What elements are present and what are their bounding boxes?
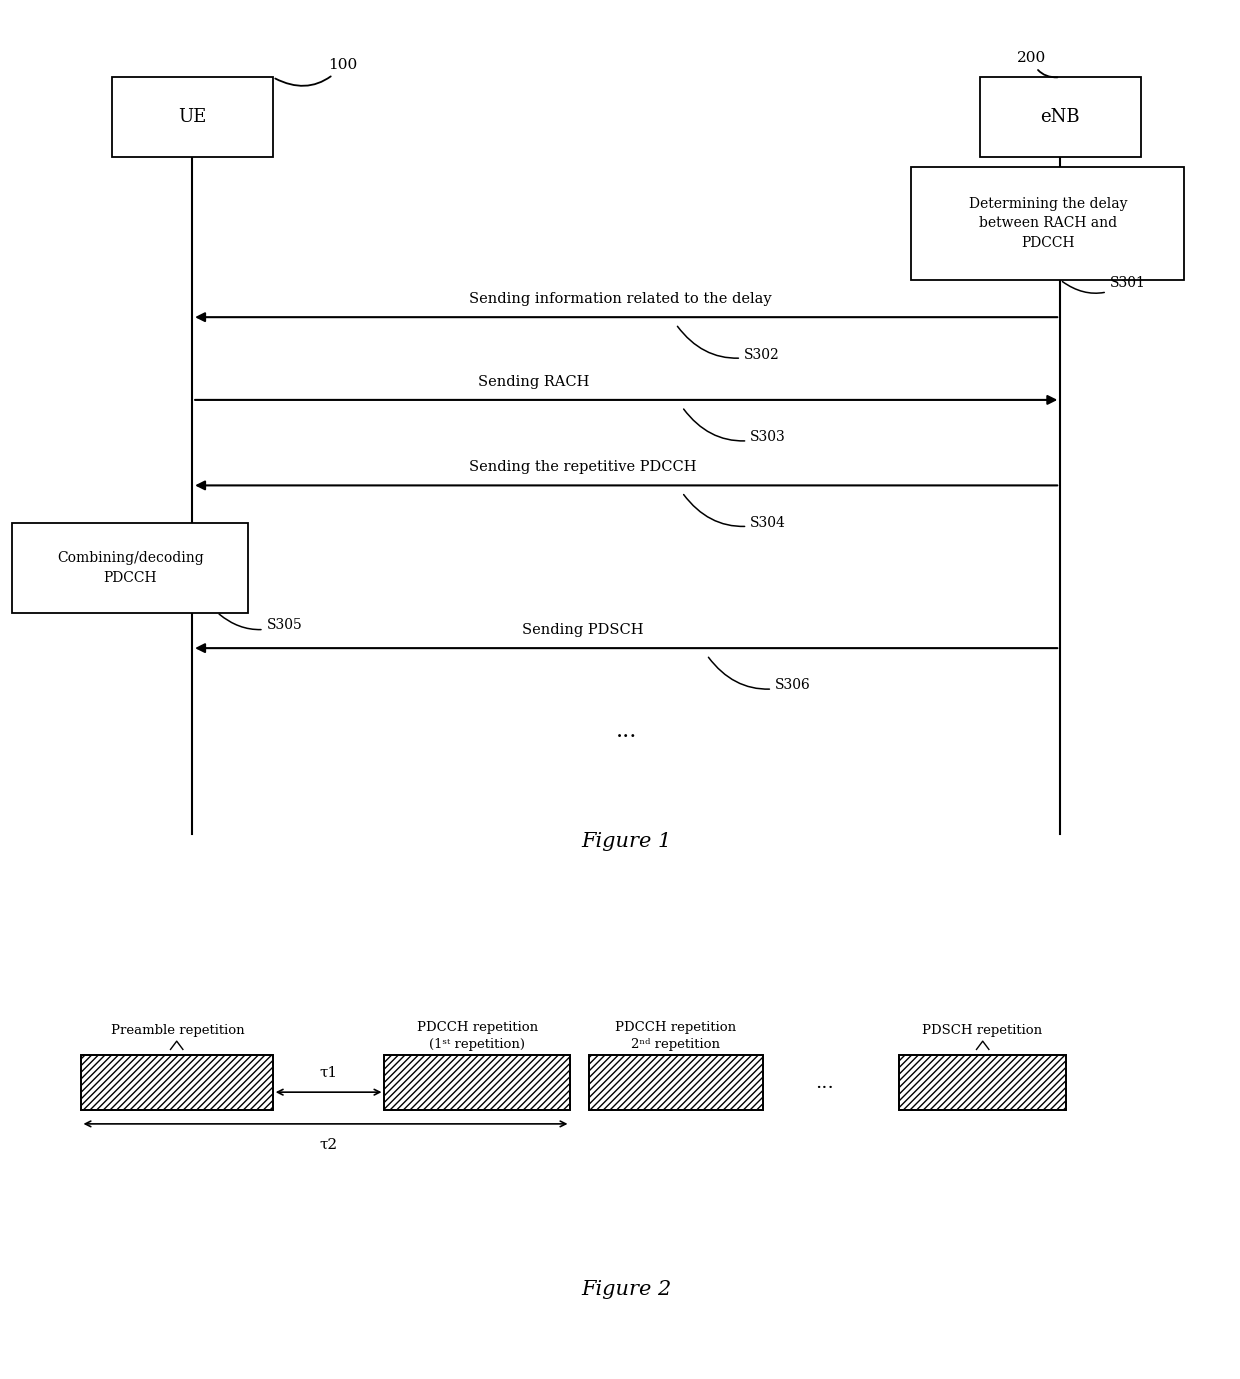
Bar [81, 1055, 273, 1110]
Bar [81, 1055, 273, 1110]
Text: S304: S304 [683, 495, 786, 530]
Text: 100: 100 [275, 58, 358, 85]
Text: Preamble repetition: Preamble repetition [110, 1025, 244, 1037]
Text: S303: S303 [683, 410, 786, 444]
Text: S306: S306 [708, 658, 811, 692]
Text: UE: UE [179, 108, 206, 127]
Text: (1ˢᵗ repetition): (1ˢᵗ repetition) [429, 1038, 526, 1051]
Text: Sending PDSCH: Sending PDSCH [522, 623, 644, 637]
FancyBboxPatch shape [911, 167, 1184, 280]
Text: Figure 1: Figure 1 [582, 832, 671, 851]
Text: 2ⁿᵈ repetition: 2ⁿᵈ repetition [631, 1038, 720, 1051]
Text: S305: S305 [219, 614, 303, 632]
Text: Sending RACH: Sending RACH [477, 375, 589, 389]
Text: Determining the delay
between RACH and
PDCCH: Determining the delay between RACH and P… [968, 197, 1127, 250]
Text: τ1: τ1 [320, 1066, 337, 1080]
Text: PDSCH repetition: PDSCH repetition [923, 1025, 1042, 1037]
Text: ...: ... [615, 720, 637, 742]
FancyBboxPatch shape [112, 77, 273, 157]
Text: S302: S302 [677, 327, 780, 361]
FancyBboxPatch shape [980, 77, 1141, 157]
Text: S301: S301 [1063, 276, 1146, 294]
Bar [899, 1055, 1066, 1110]
Text: eNB: eNB [1040, 108, 1080, 127]
Text: Figure 2: Figure 2 [582, 1280, 671, 1299]
Bar [384, 1055, 570, 1110]
Text: τ2: τ2 [320, 1138, 337, 1151]
Bar [589, 1055, 763, 1110]
Text: PDCCH repetition: PDCCH repetition [417, 1022, 538, 1034]
FancyBboxPatch shape [12, 523, 248, 612]
Bar [899, 1055, 1066, 1110]
Text: Sending the repetitive PDCCH: Sending the repetitive PDCCH [469, 461, 697, 474]
Text: PDCCH repetition: PDCCH repetition [615, 1022, 737, 1034]
Text: 200: 200 [1017, 51, 1058, 77]
Bar [589, 1055, 763, 1110]
Text: Combining/decoding
PDCCH: Combining/decoding PDCCH [57, 552, 203, 585]
Bar [384, 1055, 570, 1110]
Text: Sending information related to the delay: Sending information related to the delay [469, 292, 771, 306]
Text: ...: ... [815, 1073, 835, 1092]
